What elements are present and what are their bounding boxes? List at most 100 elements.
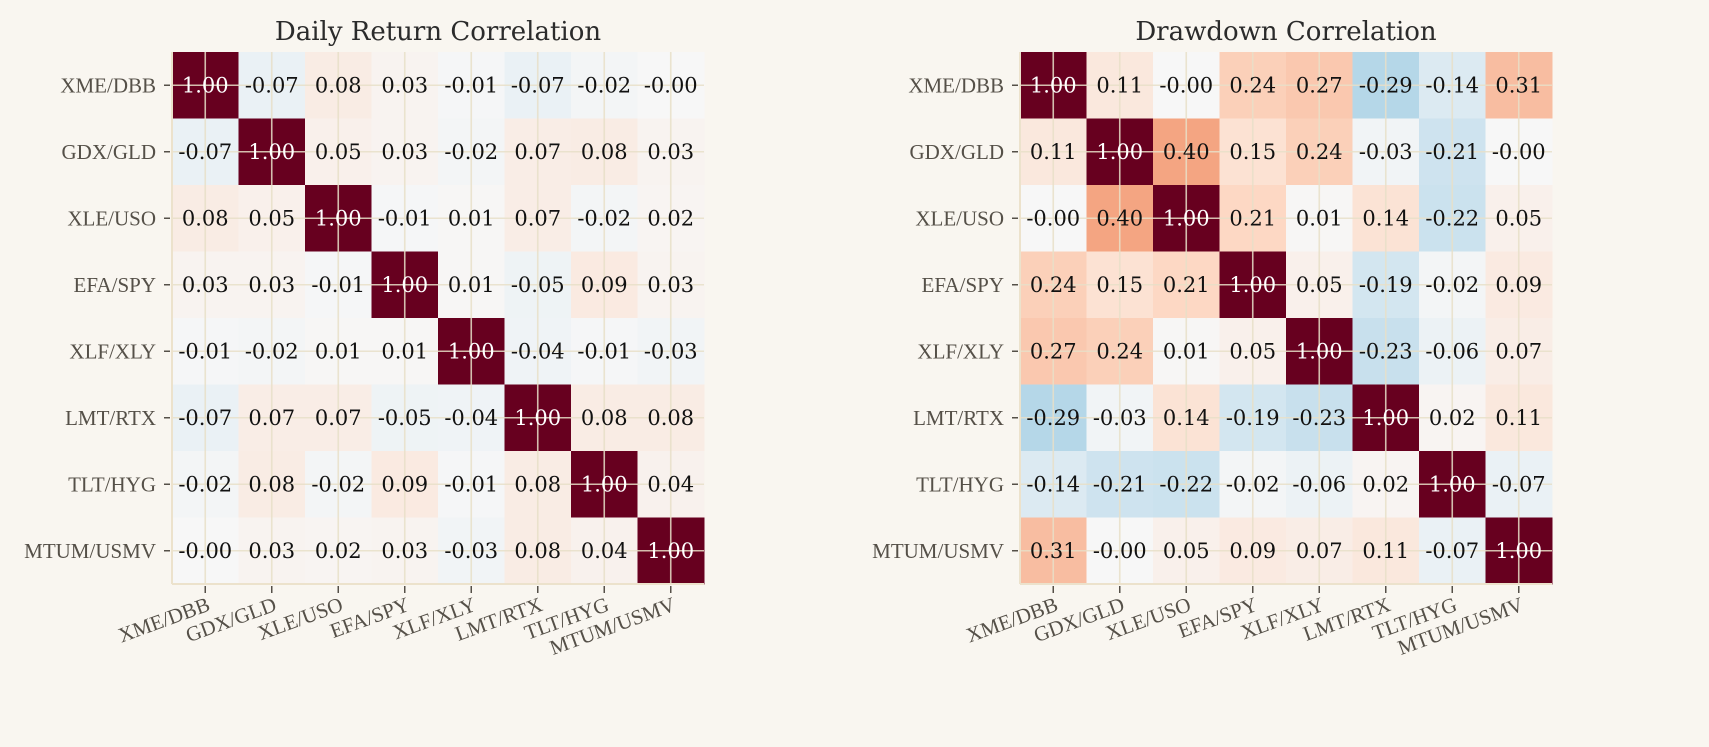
cell-value-label: 0.07 [1296,539,1343,563]
cell-value-label: 0.07 [248,406,295,430]
cell-value-label: 0.27 [1030,339,1077,363]
cell-value-label: -0.02 [245,339,299,363]
cell-value-label: 0.24 [1030,273,1077,297]
cell-value-label: -0.07 [245,73,299,97]
cell-value-label: 0.07 [514,206,561,230]
grid-lines [1020,52,1552,584]
cell-value-label: 0.01 [315,339,362,363]
cell-value-label: 0.11 [1096,73,1143,97]
cell-value-label: -0.02 [311,472,365,496]
cell-value-label: 0.11 [1495,406,1542,430]
cell-value-label: -0.05 [378,406,432,430]
cell-value-label: 1.00 [381,273,428,297]
cell-value-label: -0.04 [511,339,565,363]
cell-value-label: 0.15 [1229,140,1276,164]
cell-value-label: -0.22 [1159,472,1213,496]
cell-value-label: -0.02 [1226,472,1280,496]
cell-value-label: -0.07 [178,406,232,430]
y-axis: XME/DBB GDX/GLD XLE/USO EFA/SPY XLF/XLY LMT/R… [24,73,170,563]
cell-value-label: -0.00 [644,73,698,97]
cell-value-label: -0.01 [311,273,365,297]
cell-value-labels: 1.00 -0.07 0.08 0.03 -0.01 -0.07 -0.02 -0.00 -0.… [178,73,697,563]
cell-value-label: 0.08 [514,472,561,496]
cell-value-label: 0.08 [248,472,295,496]
cell-value-label: 0.01 [448,206,495,230]
cell-value-label: 0.03 [381,140,428,164]
cell-value-label: 0.02 [647,206,694,230]
drawdown-heatmap: Drawdown Correlation 1.00 0.11 -0.00 0.24 0.… [872,17,1553,660]
cell-value-label: 0.03 [182,273,229,297]
cell-value-label: 0.21 [1229,206,1276,230]
cell-value-label: 0.08 [581,406,628,430]
cell-value-label: 1.00 [1229,273,1276,297]
cell-value-label: 0.02 [1362,472,1409,496]
cell-value-label: -0.23 [1292,406,1346,430]
cell-value-label: 0.08 [514,539,561,563]
y-tick-label: XLF/XLY [917,339,1004,363]
y-tick-label: GDX/GLD [62,140,157,164]
cell-value-label: -0.00 [1026,206,1080,230]
cell-value-label: 0.01 [1296,206,1343,230]
y-tick-label: XME/DBB [908,73,1004,97]
cell-value-label: 0.08 [182,206,229,230]
cell-value-label: 1.00 [248,140,295,164]
cell-value-label: 0.03 [248,539,295,563]
x-axis: XME/DBBGDX/GLDXLE/USOEFA/SPYXLF/XLYLMT/R… [115,586,678,660]
cell-value-label: -0.23 [1359,339,1413,363]
cell-value-label: 0.15 [1096,273,1143,297]
y-tick-label: GDX/GLD [910,140,1005,164]
cell-value-label: -0.01 [378,206,432,230]
cell-value-label: 0.08 [581,140,628,164]
cell-value-label: 0.03 [381,73,428,97]
cell-value-label: 0.09 [581,273,628,297]
y-tick-label: EFA/SPY [74,273,156,297]
cell-value-label: -0.00 [1159,73,1213,97]
cell-value-label: 1.00 [1362,406,1409,430]
cell-value-label: -0.01 [577,339,631,363]
y-tick-label: TLT/HYG [916,472,1004,496]
cell-value-label: -0.00 [178,539,232,563]
cell-value-label: 0.01 [448,273,495,297]
cell-value-label: 1.00 [448,339,495,363]
cell-value-label: -0.07 [178,140,232,164]
cell-value-label: 0.24 [1096,339,1143,363]
cell-value-label: -0.29 [1359,73,1413,97]
cell-value-label: 0.05 [315,140,362,164]
cell-value-label: 0.09 [381,472,428,496]
cell-value-label: -0.03 [1093,406,1147,430]
cell-value-label: 0.03 [647,140,694,164]
y-tick-label: TLT/HYG [68,472,156,496]
cell-value-label: 0.05 [1229,339,1276,363]
y-tick-label: XLF/XLY [69,339,156,363]
grid-lines [172,52,704,584]
cell-value-label: 0.05 [248,206,295,230]
cell-value-label: -0.04 [444,406,498,430]
cell-value-label: 0.03 [248,273,295,297]
cell-value-label: -0.02 [444,140,498,164]
cell-value-label: 1.00 [1163,206,1210,230]
cell-value-label: -0.07 [1492,472,1546,496]
cell-value-label: -0.21 [1425,140,1479,164]
cell-value-label: 0.05 [1296,273,1343,297]
cell-value-label: -0.29 [1026,406,1080,430]
cell-value-label: -0.00 [1492,140,1546,164]
cell-value-label: 0.40 [1163,140,1210,164]
cell-value-label: -0.22 [1425,206,1479,230]
cell-value-label: 0.31 [1030,539,1077,563]
cell-value-label: 0.40 [1096,206,1143,230]
cell-value-label: -0.02 [577,73,631,97]
cell-value-label: 0.02 [1429,406,1476,430]
cell-value-label: 1.00 [1495,539,1542,563]
cell-value-label: -0.00 [1093,539,1147,563]
cell-value-label: 0.14 [1163,406,1210,430]
cell-value-label: 0.03 [381,539,428,563]
cell-value-label: 0.07 [315,406,362,430]
cell-value-label: -0.01 [444,472,498,496]
cell-value-label: 1.00 [581,472,628,496]
cell-value-label: 1.00 [514,406,561,430]
cell-value-label: 1.00 [1030,73,1077,97]
cell-value-label: 0.07 [514,140,561,164]
cell-value-label: -0.05 [511,273,565,297]
cell-value-label: 1.00 [315,206,362,230]
